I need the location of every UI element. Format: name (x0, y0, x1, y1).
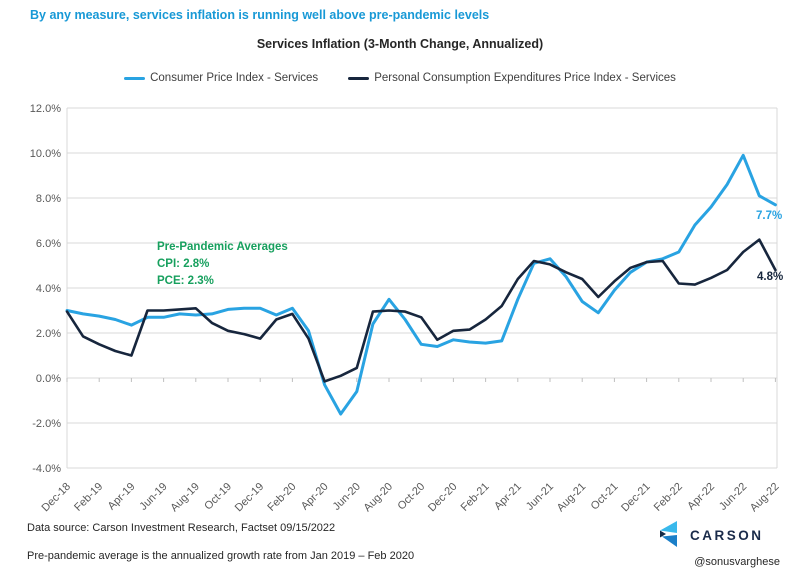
svg-text:Jun-22: Jun-22 (717, 481, 749, 513)
carson-logo-icon (660, 521, 677, 547)
svg-text:Aug-21: Aug-21 (555, 481, 589, 515)
cpi-line-swatch-icon (124, 76, 146, 80)
svg-text:4.0%: 4.0% (36, 283, 61, 295)
legend-item-pce: Personal Consumption Expenditures Price … (348, 72, 676, 84)
pre-pandemic-averages-annotation: Pre-Pandemic Averages CPI: 2.8% PCE: 2.3… (157, 239, 288, 290)
methodology-note-text: Pre-pandemic average is the annualized g… (27, 550, 415, 562)
svg-text:Jun-19: Jun-19 (137, 481, 169, 513)
svg-text:Feb-20: Feb-20 (265, 481, 298, 514)
svg-text:Apr-22: Apr-22 (685, 481, 717, 513)
svg-text:Aug-19: Aug-19 (168, 481, 202, 515)
chart-title: Services Inflation (3-Month Change, Annu… (256, 37, 544, 51)
page-headline: By any measure, services inflation is ru… (30, 8, 490, 22)
annotation-cpi-average: CPI: 2.8% (157, 258, 210, 270)
annotation-title: Pre-Pandemic Averages (157, 241, 288, 253)
svg-text:Apr-21: Apr-21 (492, 481, 524, 513)
svg-text:10.0%: 10.0% (30, 148, 61, 160)
svg-text:12.0%: 12.0% (30, 103, 61, 115)
carson-logo-wordmark: CARSON (690, 528, 764, 543)
svg-text:Dec-21: Dec-21 (619, 481, 653, 515)
svg-text:-2.0%: -2.0% (32, 418, 61, 430)
svg-text:Dec-20: Dec-20 (426, 481, 460, 515)
svg-text:Feb-19: Feb-19 (72, 481, 105, 514)
svg-text:Oct-19: Oct-19 (202, 481, 234, 513)
chart-legend: Consumer Price Index - Services Personal… (0, 72, 800, 84)
svg-text:2.0%: 2.0% (36, 328, 61, 340)
svg-text:Jun-20: Jun-20 (331, 481, 363, 513)
svg-text:8.0%: 8.0% (36, 193, 61, 205)
svg-text:Oct-21: Oct-21 (589, 481, 621, 513)
svg-text:Dec-19: Dec-19 (233, 481, 267, 515)
svg-text:6.0%: 6.0% (36, 238, 61, 250)
data-source-text: Data source: Carson Investment Research,… (27, 522, 336, 534)
svg-text:Apr-20: Apr-20 (299, 481, 331, 513)
legend-label-cpi: Consumer Price Index - Services (150, 72, 319, 84)
pce-line-swatch-icon (348, 76, 370, 80)
legend-label-pce: Personal Consumption Expenditures Price … (374, 72, 676, 84)
pce-end-value-label: 4.8% (757, 271, 784, 283)
cpi-end-value-label: 7.7% (756, 210, 783, 222)
svg-text:Apr-19: Apr-19 (106, 481, 138, 513)
svg-text:Feb-22: Feb-22 (652, 481, 685, 514)
legend-item-cpi: Consumer Price Index - Services (124, 72, 318, 84)
svg-text:Aug-20: Aug-20 (362, 481, 396, 515)
svg-text:Feb-21: Feb-21 (459, 481, 492, 514)
svg-text:Aug-22: Aug-22 (748, 481, 782, 515)
svg-text:-4.0%: -4.0% (32, 463, 61, 475)
svg-text:Jun-21: Jun-21 (524, 481, 556, 513)
svg-text:Dec-18: Dec-18 (40, 481, 74, 515)
twitter-handle: @sonusvarghese (694, 556, 780, 568)
svg-text:0.0%: 0.0% (36, 373, 61, 385)
annotation-pce-average: PCE: 2.3% (157, 275, 214, 287)
svg-text:Oct-20: Oct-20 (395, 481, 427, 513)
